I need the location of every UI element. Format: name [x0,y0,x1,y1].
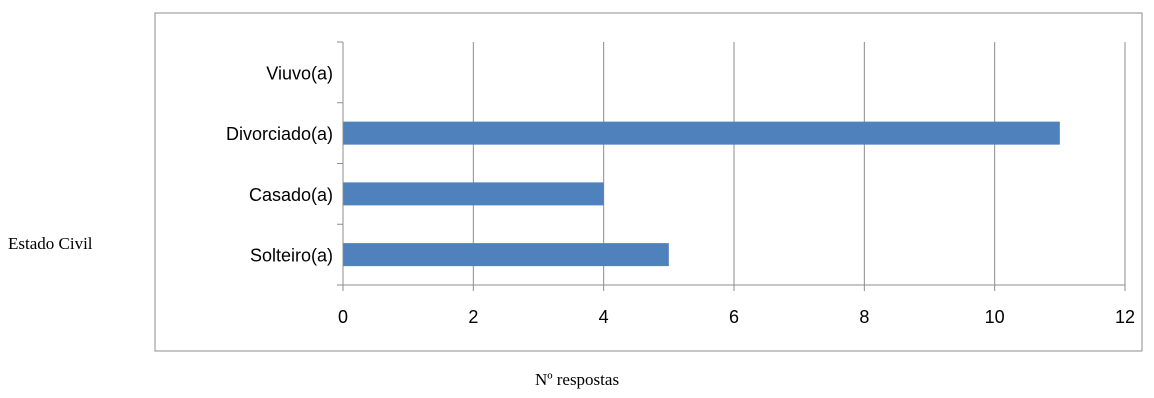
bar-2 [343,121,1060,145]
x-tick-label-0: 0 [338,307,348,327]
x-tick-label-3: 6 [729,307,739,327]
x-tick-label-5: 10 [985,307,1005,327]
bar-1 [343,182,604,206]
x-tick-label-4: 8 [859,307,869,327]
x-tick-label-2: 4 [599,307,609,327]
bar-0 [343,243,669,267]
x-tick-label-1: 2 [468,307,478,327]
chart-frame [154,12,1143,352]
y-tick-label-2: Divorciado(a) [226,124,333,144]
y-tick-label-1: Casado(a) [249,185,333,205]
y-tick-label-3: Viuvo(a) [266,63,333,83]
y-tick-label-0: Solteiro(a) [250,246,333,266]
axes [337,41,1126,291]
x-tick-label-6: 12 [1115,307,1135,327]
y-axis-title: Estado Civil [8,234,93,253]
x-axis-title: Nº respostas [534,370,620,389]
tick-labels: Solteiro(a) Casado(a) Divorciado(a) Viuvo(a… [226,63,1135,327]
bars [343,121,1060,267]
